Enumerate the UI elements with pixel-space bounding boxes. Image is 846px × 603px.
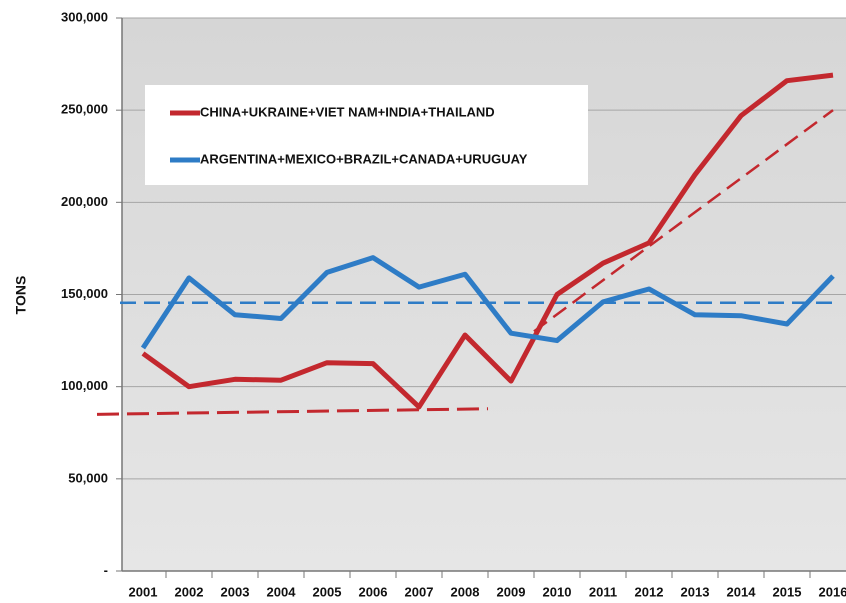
x-tick-label: 2013: [681, 584, 710, 599]
x-tick-label: 2003: [221, 584, 250, 599]
series-line: [141, 72, 834, 410]
x-tick-label: 2001: [129, 584, 158, 599]
y-tick-label: 50,000: [68, 470, 108, 485]
y-axis-label: TONS: [13, 276, 29, 315]
y-tick-label: 250,000: [61, 102, 108, 117]
series-line: [140, 255, 835, 350]
y-tick-label: -: [104, 562, 108, 577]
legend-label: CHINA+UKRAINE+VIET NAM+INDIA+THAILAND: [200, 104, 495, 119]
x-tick-label: 2006: [359, 584, 388, 599]
x-tick-label: 2009: [497, 584, 526, 599]
trend-line: [96, 407, 489, 416]
x-tick-label: 2014: [727, 584, 757, 599]
x-tick-label: 2002: [175, 584, 204, 599]
trend-line: [533, 109, 834, 333]
y-tick-label: 200,000: [61, 194, 108, 209]
y-tick-label: 100,000: [61, 378, 108, 393]
x-tick-label: 2008: [451, 584, 480, 599]
y-tick-label: 150,000: [61, 286, 108, 301]
legend-box: [145, 85, 588, 185]
x-tick-label: 2007: [405, 584, 434, 599]
x-tick-label: 2010: [543, 584, 572, 599]
x-tick-label: 2011: [589, 584, 617, 599]
x-tick-label: 2004: [267, 584, 297, 599]
x-tick-label: 2012: [635, 584, 664, 599]
x-tick-label: 2016: [819, 584, 846, 599]
legend-label: ARGENTINA+MEXICO+BRAZIL+CANADA+URUGUAY: [200, 151, 528, 166]
x-tick-label: 2005: [313, 584, 342, 599]
x-tick-label: 2015: [773, 584, 802, 599]
y-tick-label: 300,000: [61, 9, 108, 24]
